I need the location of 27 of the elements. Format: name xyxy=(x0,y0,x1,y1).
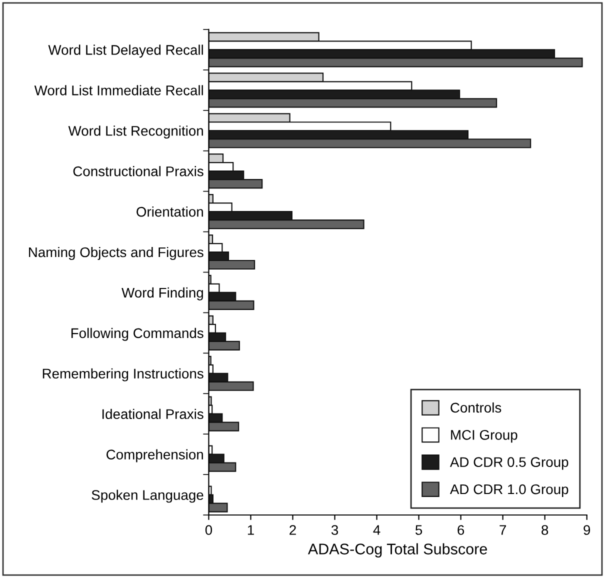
x-tick-label: 0 xyxy=(205,525,212,535)
y-tick-label: Ideational Praxis xyxy=(102,408,204,420)
x-tick-label: 4 xyxy=(373,525,380,535)
x-tick-label: 9 xyxy=(584,525,590,535)
x-tick-label: 6 xyxy=(458,525,464,535)
x-tick-label: 1 xyxy=(248,525,254,535)
legend-label: Controls xyxy=(450,402,502,413)
y-tick-label: Following Commands xyxy=(71,328,204,341)
y-tick-label: Word List Delayed Recall xyxy=(48,44,203,58)
x-tick-label: 5 xyxy=(415,525,422,535)
y-tick-label: Constructional Praxis xyxy=(73,166,204,176)
y-tick-label: Remembering Instructions xyxy=(42,368,204,382)
y-tick-label: Orientation xyxy=(136,206,203,217)
legend-label: AD CDR 1.0 Group xyxy=(450,484,568,497)
x-tick-label: 2 xyxy=(290,525,296,535)
x-axis-title: ADAS-Cog Total Subscore xyxy=(308,543,487,558)
y-tick-label: Naming Objects and Figures xyxy=(29,246,204,260)
y-tick-label: Word List Recognition xyxy=(68,126,203,139)
y-tick-label: Spoken Language xyxy=(92,490,204,503)
x-tick-label: 7 xyxy=(500,525,506,535)
y-tick-label: Comprehension xyxy=(106,449,203,462)
legend-label: MCI Group xyxy=(451,430,518,443)
x-tick-label: 3 xyxy=(331,525,338,535)
legend-label: AD CDR 0.5 Group xyxy=(450,457,568,470)
x-tick-label: 8 xyxy=(542,525,548,535)
y-tick-label: Word List Immediate Recall xyxy=(34,85,203,96)
y-tick-label: Word Finding xyxy=(122,287,203,300)
